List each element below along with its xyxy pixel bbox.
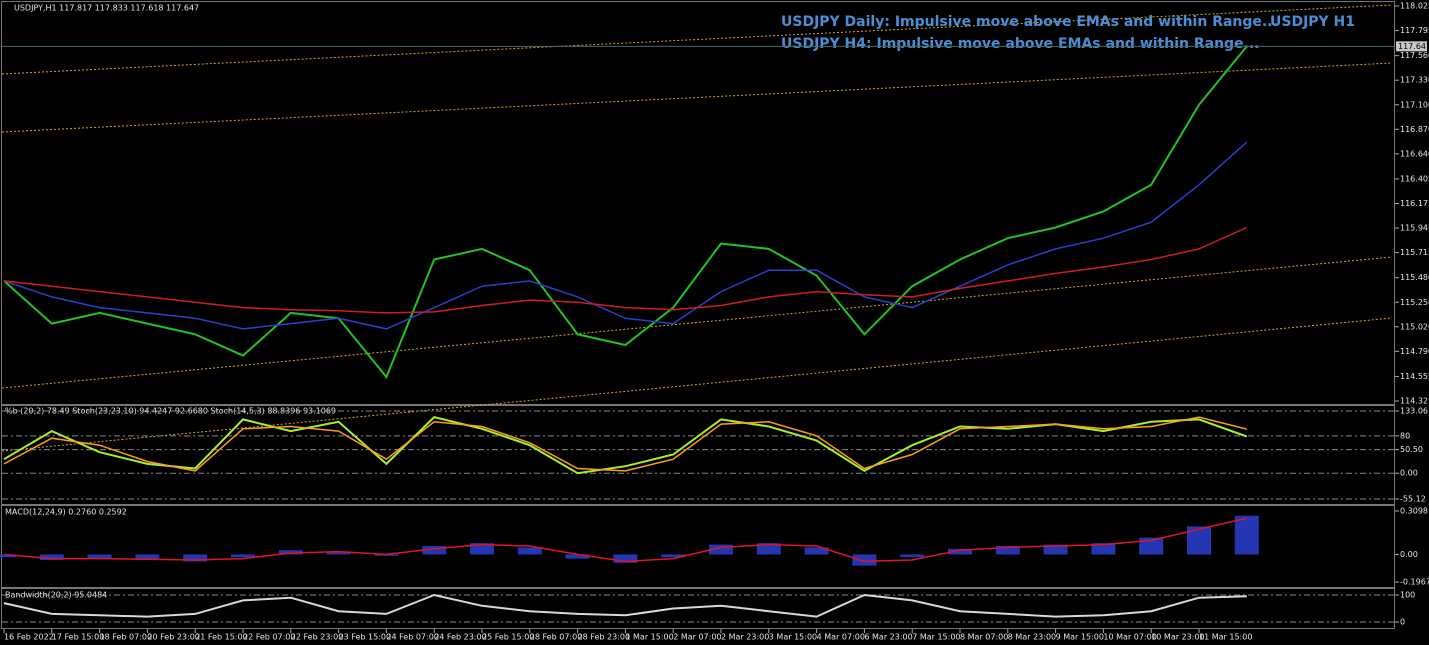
y-tick-label: -55.12 — [1400, 495, 1426, 504]
y-tick-label: 114.555 — [1400, 372, 1429, 381]
y-tick-label: -0.1967 — [1400, 578, 1429, 587]
y-tick-label: 116.870 — [1400, 125, 1429, 134]
annotation: USDJPY H4: Impulsive move above EMAs and… — [781, 36, 1260, 52]
y-tick-label: 50.50 — [1400, 445, 1423, 454]
channel-line — [1, 256, 1393, 389]
histogram-bar — [183, 554, 208, 562]
histogram-bar — [1091, 543, 1116, 555]
histogram-bar — [709, 544, 733, 555]
histogram-bar — [422, 546, 447, 555]
histogram-bar — [1043, 544, 1068, 555]
y-tick-label: 116.175 — [1400, 199, 1429, 208]
series-line — [3, 226, 1248, 314]
x-tick-label: 28 Feb 23:00 — [578, 633, 630, 642]
series-line — [3, 593, 1247, 618]
symbol-header: USDJPY,H1 117.817 117.833 117.618 117.64… — [14, 4, 199, 13]
histogram-bar — [0, 554, 16, 558]
y-tick-label: 0.00 — [1400, 550, 1418, 559]
histogram-bar — [470, 543, 494, 555]
y-tick-label: 118.025 — [1400, 2, 1429, 11]
y-tick-label: 115.480 — [1400, 273, 1429, 282]
x-tick-label: 18 Feb 07:00 — [100, 633, 152, 642]
panel-frame — [1, 588, 1395, 629]
x-tick-label: 9 Mar 15:00 — [1056, 633, 1104, 642]
panel-frame — [1, 405, 1395, 505]
panel-frame — [1, 1, 1395, 405]
x-tick-label: 22 Feb 23:00 — [291, 633, 343, 642]
histogram-bar — [1234, 515, 1259, 555]
y-tick-label: 114.790 — [1400, 347, 1429, 356]
y-tick-label: 117.560 — [1400, 51, 1429, 60]
y-tick-label: 0 — [1400, 618, 1405, 627]
histogram-bar — [39, 554, 64, 561]
histogram-bar — [613, 554, 638, 563]
x-tick-label: 8 Mar 07:00 — [960, 633, 1008, 642]
last-price-label: 117.647 — [1398, 42, 1429, 51]
panel-header: MACD(12,24,9) 0.2760 0.2592 — [5, 508, 127, 517]
y-tick-label: 100 — [1400, 591, 1415, 600]
annotation: USDJPY Daily: Impulsive move above EMAs … — [781, 14, 1278, 30]
histogram-bar — [326, 551, 351, 555]
x-tick-label: 3 Mar 15:00 — [769, 633, 817, 642]
x-tick-label: 23 Feb 15:00 — [339, 633, 391, 642]
histogram-bar — [231, 554, 255, 558]
x-tick-label: 7 Mar 15:00 — [912, 633, 960, 642]
x-tick-label: 25 Feb 15:00 — [482, 633, 534, 642]
x-tick-label: 17 Feb 15:00 — [52, 633, 104, 642]
panel-frame — [1, 505, 1395, 588]
y-tick-label: 117.795 — [1400, 26, 1429, 35]
series-line — [3, 517, 1247, 563]
panel-header: Bandwidth(20,2) 95.0484 — [5, 591, 107, 600]
y-tick-label: 116.405 — [1400, 174, 1429, 183]
x-tick-label: 8 Mar 23:00 — [1008, 633, 1056, 642]
y-tick-label: 133.06 — [1400, 407, 1428, 416]
x-tick-label: 4 Mar 07:00 — [817, 633, 865, 642]
x-tick-label: 1 Mar 15:00 — [625, 633, 673, 642]
x-tick-label: 24 Feb 07:00 — [386, 633, 438, 642]
series-line — [3, 141, 1248, 330]
histogram-bar — [900, 554, 925, 558]
x-tick-label: 28 Feb 07:00 — [530, 633, 582, 642]
y-tick-label: 115.715 — [1400, 248, 1429, 257]
series-line — [3, 416, 1247, 472]
x-tick-label: 10 Mar 23:00 — [1151, 633, 1204, 642]
y-tick-label: 116.640 — [1400, 149, 1429, 158]
y-tick-label: 117.100 — [1400, 100, 1429, 109]
y-tick-label: 115.020 — [1400, 322, 1429, 331]
last-price-box — [1396, 41, 1427, 52]
y-tick-label: 80 — [1400, 431, 1410, 440]
panel-frames — [1, 1, 1395, 629]
histogram-bar — [565, 554, 590, 559]
histogram-bar — [135, 554, 160, 561]
y-tick-label: 0.3098 — [1400, 507, 1428, 516]
x-tick-label: 24 Feb 23:00 — [434, 633, 486, 642]
series-line — [3, 415, 1248, 475]
x-tick-label: 11 Mar 15:00 — [1199, 633, 1252, 642]
series-line — [3, 45, 1248, 379]
y-tick-label: 114.325 — [1400, 397, 1429, 406]
histogram-bar — [87, 554, 112, 559]
y-tick-label: 115.250 — [1400, 298, 1429, 307]
x-tick-label: 6 Mar 23:00 — [864, 633, 912, 642]
y-tick-label: 117.330 — [1400, 76, 1429, 85]
histogram-bar — [995, 546, 1020, 555]
y-tick-label: 115.945 — [1400, 224, 1429, 233]
histogram-bar — [517, 547, 542, 555]
annotation: USDJPY H1 — [1270, 14, 1355, 30]
histogram-bar — [948, 548, 972, 555]
x-tick-label: 16 Feb 2022 — [4, 633, 54, 642]
x-tick-label: 20 Feb 23:00 — [147, 633, 199, 642]
histogram-bar — [1139, 537, 1164, 555]
histogram-bar — [852, 554, 877, 566]
y-tick-label: 0.00 — [1400, 469, 1418, 478]
histogram-bar — [661, 554, 686, 558]
histogram-bar — [756, 543, 781, 555]
x-tick-label: 2 Mar 23:00 — [721, 633, 769, 642]
x-tick-label: 22 Feb 07:00 — [243, 633, 295, 642]
x-tick-label: 10 Mar 07:00 — [1103, 633, 1156, 642]
x-tick-label: 21 Feb 15:00 — [195, 633, 247, 642]
histogram-bar — [804, 547, 829, 555]
x-tick-label: 2 Mar 07:00 — [673, 633, 721, 642]
